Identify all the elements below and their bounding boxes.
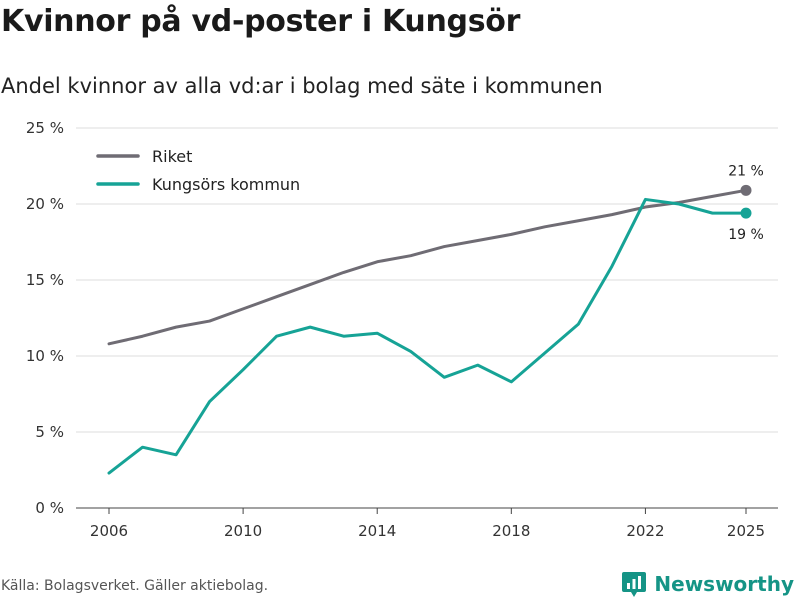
x-tick-label: 2018	[492, 522, 530, 540]
series-layer: 21 % 19 %	[107, 163, 764, 475]
legend-label: Riket	[152, 147, 192, 166]
series-line-kommun	[107, 197, 748, 475]
y-tick-label: 15 %	[26, 271, 64, 289]
series-end-point	[740, 184, 752, 196]
chart-title: Kvinnor på vd-poster i Kungsör	[1, 4, 521, 39]
series-end-point	[740, 207, 752, 219]
x-tick-label: 2010	[224, 522, 262, 540]
series-end-label: 19 %	[728, 227, 764, 243]
grid-layer	[76, 127, 778, 509]
legend-label: Kungsörs kommun	[152, 175, 300, 194]
source-note: Källa: Bolagsverket. Gäller aktiebolag.	[1, 578, 269, 594]
axis-layer: 0 % 5 % 10 % 15 % 20 % 25 % 2006 2010 2014 2018 20…	[26, 119, 765, 540]
x-tick-label: 2014	[358, 522, 396, 540]
series-end-label: 21 %	[728, 163, 764, 179]
y-tick-label: 20 %	[26, 195, 64, 213]
chart-subtitle: Andel kvinnor av alla vd:ar i bolag med …	[1, 74, 603, 98]
x-tick-label: 2006	[90, 522, 128, 540]
newsworthy-logo-icon	[622, 572, 647, 597]
y-tick-label: 10 %	[26, 347, 64, 365]
x-tick-label: 2022	[626, 522, 664, 540]
y-tick-label: 25 %	[26, 119, 64, 137]
x-tick-label: 2025	[727, 522, 765, 540]
y-tick-label: 5 %	[35, 423, 64, 441]
series-line-riket	[107, 188, 748, 346]
legend: Riket Kungsörs kommun	[96, 147, 300, 194]
brand-name: Newsworthy	[654, 572, 794, 596]
brand-logo: Newsworthy	[621, 570, 794, 598]
y-tick-label: 0 %	[35, 499, 64, 517]
